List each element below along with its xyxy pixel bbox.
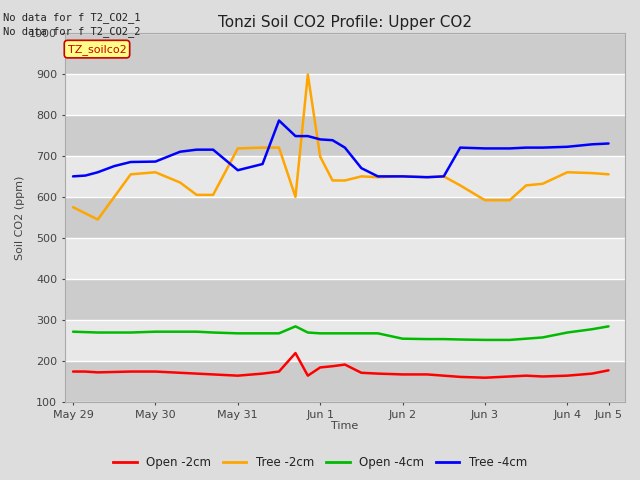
Legend: Open -2cm, Tree -2cm, Open -4cm, Tree -4cm: Open -2cm, Tree -2cm, Open -4cm, Tree -4…	[108, 452, 532, 474]
Text: TZ_soilco2: TZ_soilco2	[68, 44, 126, 55]
Bar	[65, 238, 625, 279]
Bar	[65, 279, 625, 320]
Bar	[65, 361, 625, 402]
Bar	[65, 73, 625, 115]
Bar	[65, 33, 625, 73]
Bar	[65, 156, 625, 197]
Bar	[65, 197, 625, 238]
Y-axis label: Soil CO2 (ppm): Soil CO2 (ppm)	[15, 175, 25, 260]
Text: No data for f T2_CO2_2: No data for f T2_CO2_2	[3, 26, 141, 37]
Text: No data for f T2_CO2_1: No data for f T2_CO2_1	[3, 12, 141, 23]
Title: Tonzi Soil CO2 Profile: Upper CO2: Tonzi Soil CO2 Profile: Upper CO2	[218, 15, 472, 30]
X-axis label: Time: Time	[332, 421, 358, 432]
Bar	[65, 115, 625, 156]
Bar	[65, 320, 625, 361]
